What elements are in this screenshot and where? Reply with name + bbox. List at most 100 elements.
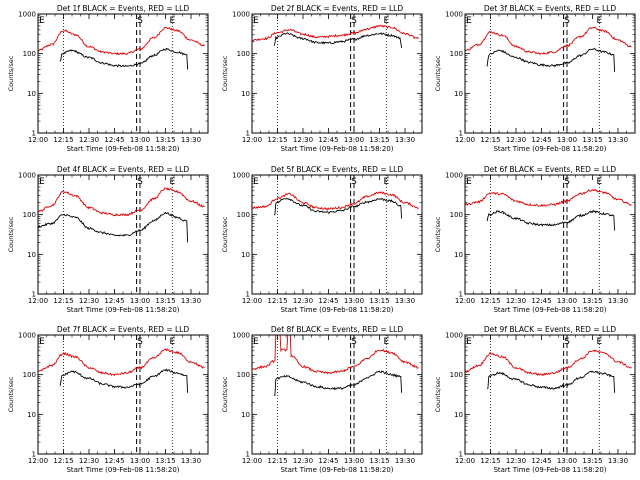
x-tick-label: 12:30	[293, 457, 313, 465]
events-series-line	[59, 47, 189, 70]
lld-series-line	[251, 334, 419, 375]
x-tick-label: 12:30	[293, 297, 313, 305]
x-tick-label: 12:15	[480, 457, 500, 465]
y-tick-label: 100	[237, 211, 250, 219]
event-marker-label: E	[169, 337, 175, 347]
detector-panel: Det 4f BLACK = Events, RED = LLD Counts/s…	[7, 165, 209, 314]
panel-title: Det 7f BLACK = Events, RED = LLD	[57, 325, 190, 334]
y-tick-label: 10	[454, 251, 463, 259]
event-marker-label: S	[564, 16, 570, 26]
y-tick-label: 1000	[18, 172, 36, 180]
events-series-line	[274, 197, 403, 219]
x-axis-label: Start Time (09-Feb-08 11:58:20)	[66, 145, 179, 153]
detector-panel: Det 5f BLACK = Events, RED = LLD Counts/s…	[221, 165, 423, 314]
lld-series-line	[38, 348, 205, 377]
x-tick-label: 13:15	[155, 136, 175, 144]
x-tick-label: 12:45	[104, 457, 124, 465]
plot-frame	[251, 334, 423, 455]
y-axis-label: Counts/sec	[7, 376, 15, 412]
y-tick-label: 1	[32, 291, 36, 299]
y-axis-label: Counts/sec	[7, 55, 15, 91]
y-tick-label: 10	[454, 411, 463, 419]
plot-frame	[464, 174, 636, 295]
panel-title: Det 6f BLACK = Events, RED = LLD	[484, 165, 617, 174]
event-marker-label: E	[596, 177, 602, 187]
x-tick-label: 12:45	[531, 136, 551, 144]
event-marker-label: E	[383, 16, 389, 26]
x-tick-label: 13:30	[608, 297, 628, 305]
y-tick-label: 1000	[445, 172, 463, 180]
y-tick-label: 1000	[445, 332, 463, 340]
x-axis-label: Start Time (09-Feb-08 11:58:20)	[280, 145, 393, 153]
x-axis-label: Start Time (09-Feb-08 11:58:20)	[66, 306, 179, 314]
x-tick-label: 13:00	[130, 297, 150, 305]
x-tick-label: 13:00	[557, 136, 577, 144]
event-marker-label: E	[169, 177, 175, 187]
y-tick-label: 1000	[232, 172, 250, 180]
y-tick-label: 1	[246, 130, 250, 138]
y-tick-label: 1	[32, 130, 36, 138]
detector-panel: Det 6f BLACK = Events, RED = LLD Counts/s…	[434, 165, 636, 314]
x-tick-label: 13:30	[181, 297, 201, 305]
x-tick-label: 13:30	[608, 136, 628, 144]
lld-series-line	[464, 349, 632, 377]
x-tick-label: 13:15	[582, 297, 602, 305]
x-tick-label: 12:15	[480, 136, 500, 144]
y-tick-label: 1000	[232, 332, 250, 340]
y-axis-label: Counts/sec	[434, 55, 442, 91]
x-tick-label: 13:15	[369, 297, 389, 305]
y-tick-label: 10	[27, 411, 36, 419]
panel-title: Det 4f BLACK = Events, RED = LLD	[57, 165, 190, 174]
event-marker-label: S	[137, 177, 143, 187]
x-tick-label: 13:15	[369, 136, 389, 144]
detector-panel: Det 8f BLACK = Events, RED = LLD Counts/s…	[221, 325, 423, 474]
x-tick-label: 12:30	[506, 457, 526, 465]
y-tick-label: 1000	[18, 11, 36, 19]
x-axis-label: Start Time (09-Feb-08 11:58:20)	[493, 145, 606, 153]
y-axis-label: Counts/sec	[221, 376, 229, 412]
y-tick-label: 10	[241, 251, 250, 259]
panel-title: Det 3f BLACK = Events, RED = LLD	[484, 4, 617, 13]
x-tick-label: 13:00	[344, 457, 364, 465]
y-tick-label: 1	[32, 451, 36, 459]
x-tick-label: 13:30	[608, 457, 628, 465]
event-marker-label: S	[351, 337, 357, 347]
y-tick-label: 1000	[232, 11, 250, 19]
x-tick-label: 13:15	[582, 457, 602, 465]
lld-series-line	[251, 24, 419, 42]
x-axis-label: Start Time (09-Feb-08 11:58:20)	[493, 306, 606, 314]
x-tick-label: 13:30	[181, 136, 201, 144]
detector-panel: Det 2f BLACK = Events, RED = LLD Counts/s…	[221, 4, 423, 153]
event-marker-label: S	[137, 337, 143, 347]
x-tick-label: 12:15	[53, 136, 73, 144]
x-tick-label: 13:00	[130, 136, 150, 144]
x-tick-label: 13:15	[582, 136, 602, 144]
x-axis-label: Start Time (09-Feb-08 11:58:20)	[66, 466, 179, 474]
y-tick-label: 10	[454, 90, 463, 98]
x-tick-label: 12:30	[79, 297, 99, 305]
events-series-line	[273, 32, 403, 48]
y-tick-label: 1	[459, 451, 463, 459]
y-tick-label: 100	[237, 50, 250, 58]
y-tick-label: 100	[450, 50, 463, 58]
x-tick-label: 12:00	[242, 457, 262, 465]
x-tick-label: 12:00	[455, 457, 475, 465]
x-tick-label: 12:15	[53, 297, 73, 305]
y-tick-label: 1000	[445, 11, 463, 19]
event-marker-label: S	[351, 177, 357, 187]
event-marker-label: E	[253, 337, 259, 347]
event-marker-label: S	[137, 16, 143, 26]
plot-frame	[464, 334, 636, 455]
x-tick-label: 12:30	[79, 457, 99, 465]
lld-series-line	[464, 26, 632, 56]
y-tick-label: 1	[459, 130, 463, 138]
x-tick-label: 12:15	[267, 457, 287, 465]
x-tick-label: 12:15	[267, 297, 287, 305]
y-tick-label: 10	[241, 411, 250, 419]
x-tick-label: 12:30	[506, 136, 526, 144]
x-tick-label: 12:45	[318, 457, 338, 465]
x-tick-label: 13:15	[155, 297, 175, 305]
x-tick-label: 12:45	[531, 457, 551, 465]
event-marker-label: E	[253, 16, 259, 26]
detector-panel: Det 9f BLACK = Events, RED = LLD Counts/s…	[434, 325, 636, 474]
